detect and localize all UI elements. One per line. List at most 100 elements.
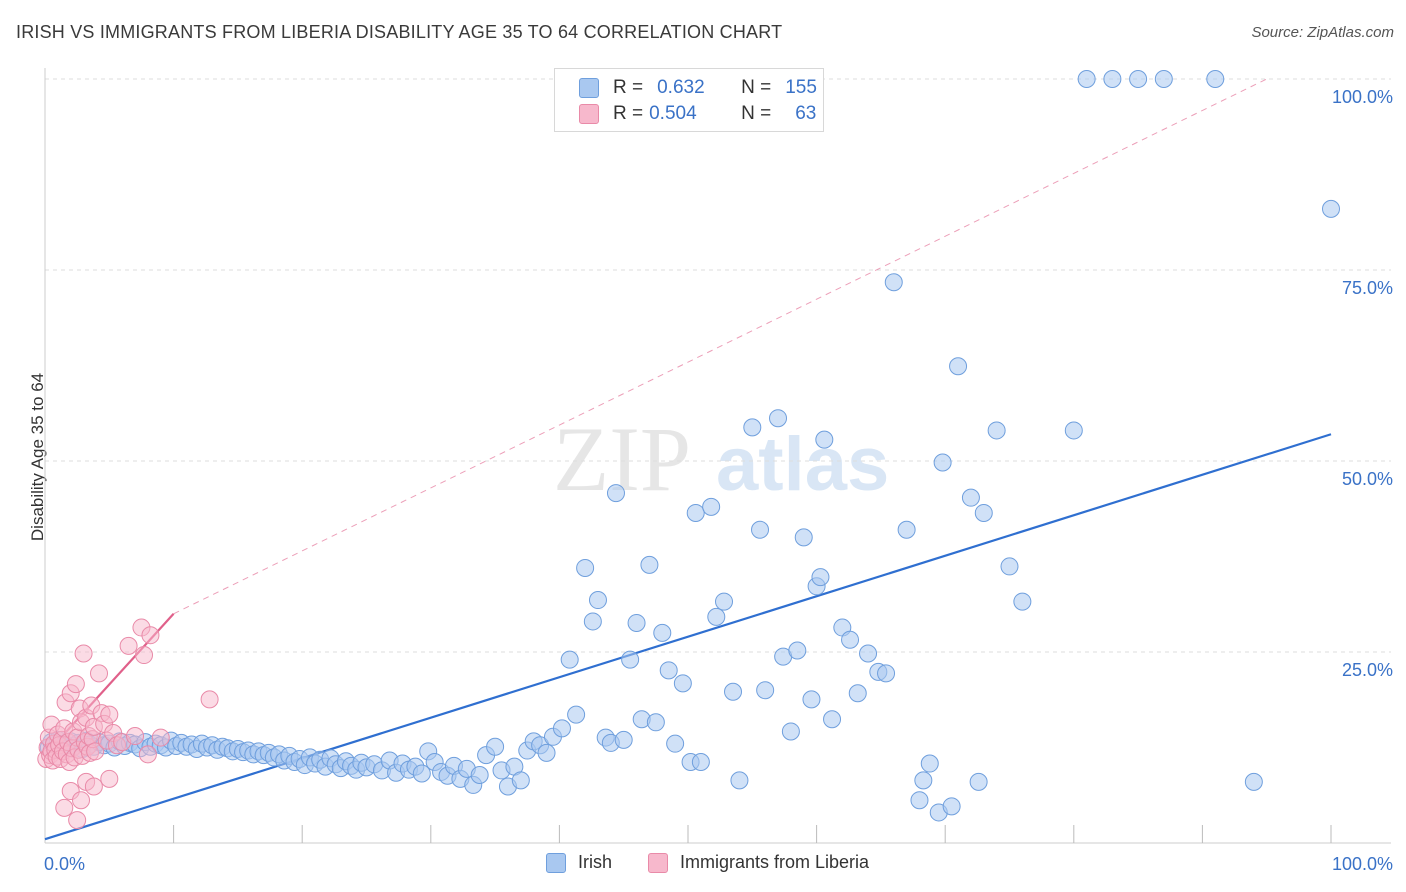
irish-point [974,503,993,522]
irish-point [914,771,933,790]
liberia-points [37,618,219,830]
irish-point [659,661,678,680]
irish-point [1129,70,1148,88]
irish-point [1013,592,1032,611]
watermark-atlas: atlas [716,422,889,507]
liberia-point [100,705,119,724]
irish-point [1244,772,1263,791]
liberia-point [90,664,109,683]
irish-point [751,520,770,539]
x-tick-label: 0.0% [44,854,85,874]
irish-point [646,713,665,732]
irish-point [859,644,878,663]
watermark: ZIP atlas [553,408,889,510]
n-value: 155 [785,77,817,98]
legend-label-liberia: Immigrants from Liberia [680,852,870,872]
irish-point [1154,70,1173,88]
irish-point [1077,70,1096,88]
irish-point [1064,421,1083,440]
irish-point [788,641,807,660]
irish-point [987,421,1006,440]
liberia-point [141,626,160,645]
irish-point [1000,557,1019,576]
irish-point [877,664,896,683]
irish-point [627,613,646,632]
irish-point [653,623,672,642]
irish-point [743,418,762,437]
irish-point [511,771,530,790]
irish-point [621,650,640,669]
irish-point [848,684,867,703]
irish-trend-line [44,433,1332,841]
irish-point [969,772,988,791]
irish-point [815,430,834,449]
irish-point [614,730,633,749]
legend-row-irish: R = 0.632 N = 155 [579,76,817,100]
n-label: N = [741,77,772,98]
irish-points [39,70,1340,822]
irish-point [702,497,721,516]
irish-point [841,630,860,649]
stats-legend: R = 0.632 N = 155 R = 0.504 N = 63 [554,68,824,132]
liberia-point [126,727,145,746]
y-tick-label: 100.0% [1332,87,1393,107]
chart-title: IRISH VS IMMIGRANTS FROM LIBERIA DISABIL… [16,22,783,42]
liberia-point [86,742,105,761]
irish-point [933,453,952,472]
y-tick-label: 50.0% [1342,469,1393,489]
n-value: 63 [795,103,817,124]
liberia-point [138,745,157,764]
x-tick-label: 100.0% [1332,854,1393,874]
irish-point [567,705,586,724]
r-value: 0.632 [657,77,705,98]
source-label: Source: ZipAtlas.com [1251,24,1394,41]
tick-labels: 25.0% 50.0% 75.0% 100.0% 0.0% 100.0% [44,87,1393,874]
irish-point [897,520,916,539]
irish-point [756,681,775,700]
liberia-point [135,646,154,665]
liberia-point [100,769,119,788]
irish-point [412,764,431,783]
legend-item-liberia[interactable]: Immigrants from Liberia [648,852,869,873]
irish-point [884,273,903,292]
n-label: N = [741,103,772,124]
y-tick-label: 25.0% [1342,660,1393,680]
irish-point [730,771,749,790]
irish-point [715,592,734,611]
legend-row-liberia: R = 0.504 N = 63 [579,102,816,126]
irish-point [666,734,685,753]
axes [44,68,1391,844]
irish-point [560,650,579,669]
r-label: R = [613,103,644,124]
legend-item-irish[interactable]: Irish [546,852,612,873]
irish-point [1206,70,1225,88]
liberia-point [119,636,138,655]
liberia-trend-extension [173,78,1267,615]
irish-point [724,682,743,701]
irish-point [606,484,625,503]
liberia-point [200,690,219,709]
y-tick-label: 75.0% [1342,278,1393,298]
irish-point [811,568,830,587]
liberia-point [151,728,170,747]
irish-point [470,766,489,785]
irish-point [486,737,505,756]
liberia-point [66,675,85,694]
irish-point [1103,70,1122,88]
irish-point [1322,199,1340,218]
irish-point [640,555,659,574]
irish-point [707,607,726,626]
liberia-point [68,811,87,830]
irish-point [576,558,595,577]
liberia-point [55,798,74,817]
irish-point [588,591,607,610]
irish-point [552,719,571,738]
irish-point [691,753,710,772]
irish-point [537,743,556,762]
irish-swatch [546,852,566,873]
r-label: R = [613,77,644,98]
irish-point [583,612,602,631]
legend-label-irish: Irish [578,852,613,872]
irish-point [942,797,961,816]
